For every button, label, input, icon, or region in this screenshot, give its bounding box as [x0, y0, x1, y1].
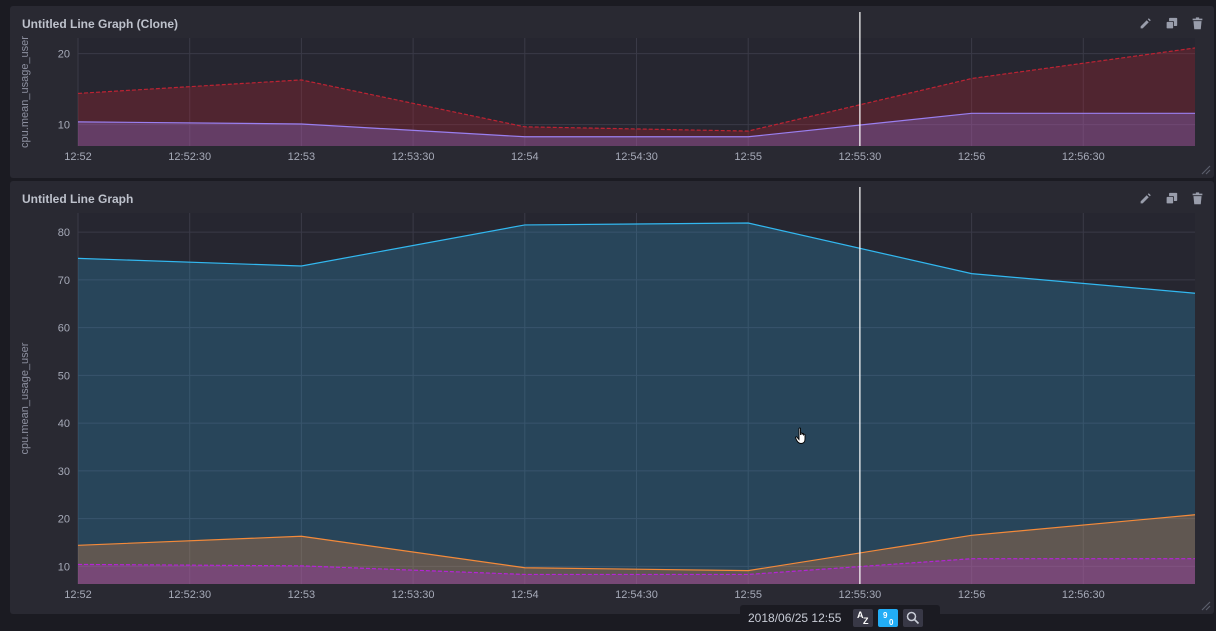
y-tick-label: 20 — [58, 49, 70, 61]
y-tick-label: 60 — [58, 323, 70, 335]
x-tick-label: 12:56 — [958, 151, 986, 163]
x-tick-label: 12:52 — [64, 589, 92, 601]
series-area — [78, 47, 1195, 146]
y-axis-title: cpu.mean_usage_user — [19, 342, 31, 454]
x-tick-label: 12:55 — [734, 589, 762, 601]
pencil-icon[interactable] — [1136, 16, 1154, 30]
x-tick-label: 12:53:30 — [392, 589, 435, 601]
x-tick-label: 12:54:30 — [615, 589, 658, 601]
x-tick-label: 12:53:30 — [392, 151, 435, 163]
resize-handle-icon[interactable] — [1199, 599, 1211, 611]
duplicate-icon[interactable] — [1162, 16, 1180, 30]
series-line — [77, 47, 1196, 132]
cell-title[interactable]: Untitled Line Graph (Clone) — [22, 17, 178, 31]
sort-alphabetical-button[interactable]: A Z — [853, 609, 874, 627]
x-tick-label: 12:53 — [288, 589, 316, 601]
graph-cell[interactable]: Untitled Line Graph 12:52 12:52:30 12:53 12… — [10, 181, 1214, 614]
search-icon — [907, 611, 920, 625]
sort-numeric-button[interactable]: 9 0 — [878, 609, 899, 627]
trash-icon[interactable] — [1188, 191, 1206, 205]
x-tick-label: 12:54 — [511, 151, 539, 163]
pencil-icon[interactable] — [1136, 191, 1154, 205]
graph-cell-clone[interactable]: Untitled Line Graph (Clone) 12:52 12:52:3… — [10, 6, 1214, 178]
sort-az-icon: A Z — [857, 610, 869, 626]
series-line — [77, 558, 1195, 576]
line-graph[interactable]: 12:52 12:52:30 12:53 12:53:30 12:54 12:54:30 1… — [10, 181, 1214, 614]
y-tick-label: 10 — [58, 120, 70, 132]
svg-text:Z: Z — [863, 616, 869, 626]
x-tick-label: 12:55:30 — [838, 151, 881, 163]
x-tick-label: 12:56:30 — [1062, 589, 1105, 601]
series-line — [77, 222, 1196, 294]
svg-text:9: 9 — [883, 611, 888, 620]
x-tick-label: 12:54:30 — [615, 151, 658, 163]
series-line — [77, 514, 1196, 572]
hand-cursor-icon — [795, 427, 806, 444]
y-tick-label: 20 — [58, 514, 70, 526]
resize-handle-icon[interactable] — [1199, 163, 1211, 175]
series-area — [78, 558, 1195, 584]
duplicate-icon[interactable] — [1162, 191, 1180, 205]
cell-actions — [1136, 16, 1206, 30]
y-tick-label: 40 — [58, 418, 70, 430]
x-tick-label: 12:56 — [958, 589, 986, 601]
x-tick-label: 12:52:30 — [168, 589, 211, 601]
line-graph-clone[interactable]: 12:52 12:52:30 12:53 12:53:30 12:54 12:54:30 1… — [10, 6, 1214, 178]
x-tick-label: 12:55:30 — [838, 589, 881, 601]
search-button[interactable] — [903, 609, 924, 627]
trash-icon[interactable] — [1188, 16, 1206, 30]
y-tick-label: 10 — [58, 561, 70, 573]
series-area — [78, 514, 1195, 584]
svg-text:A: A — [857, 610, 864, 620]
y-tick-label: 50 — [58, 370, 70, 382]
series-area — [78, 113, 1195, 146]
legend-timestamp: 2018/06/25 12:55 — [748, 611, 842, 625]
y-tick-label: 30 — [58, 466, 70, 478]
x-tick-label: 12:53 — [288, 151, 316, 163]
x-tick-label: 12:56:30 — [1062, 151, 1105, 163]
series-line — [77, 112, 1195, 138]
x-tick-label: 12:54 — [511, 589, 539, 601]
svg-text:0: 0 — [889, 618, 894, 627]
x-tick-label: 12:55 — [734, 151, 762, 163]
x-tick-label: 12:52:30 — [168, 151, 211, 163]
legend-tooltip: 2018/06/25 12:55 A Z 9 0 — [740, 605, 940, 631]
cell-actions — [1136, 191, 1206, 205]
y-tick-label: 80 — [58, 227, 70, 239]
y-axis-title: cpu.mean_usage_user — [19, 36, 31, 148]
series-area — [78, 223, 1195, 584]
cell-title[interactable]: Untitled Line Graph — [22, 192, 134, 206]
x-tick-label: 12:52 — [64, 151, 92, 163]
sort-90-icon: 9 0 — [883, 611, 894, 627]
y-tick-label: 70 — [58, 275, 70, 287]
